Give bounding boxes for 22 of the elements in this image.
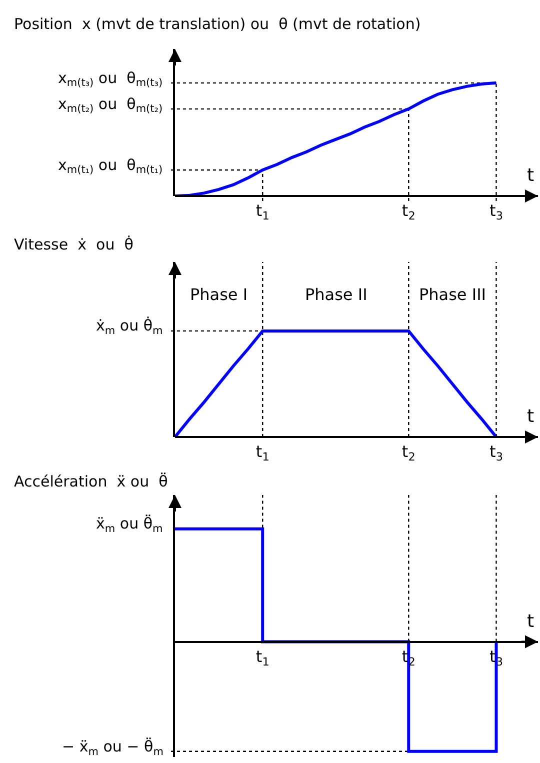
text: Phase II: [305, 285, 368, 304]
x-axis-title: t: [527, 406, 534, 427]
text: Phase III: [419, 285, 486, 304]
chart-title: Vitesse ẋ ou θ̇: [14, 235, 134, 254]
x-axis-title: t: [527, 165, 534, 186]
ref-line-label: x$_{m(t₃)}$ ou θ$_{m(t₃)}$: [58, 69, 163, 90]
text: Phase I: [190, 285, 248, 304]
ref-line-label: x$_{m(t₁)}$ ou θ$_{m(t₁)}$: [58, 156, 163, 176]
ref-line-label: ẋ$_{m}$ ou θ̇$_{m}$: [96, 316, 163, 337]
x-tick-label: t$_{3}$: [490, 442, 503, 464]
x-tick-label: t$_{2}$: [402, 201, 416, 223]
x-tick-label: t$_{3}$: [490, 201, 503, 223]
ref-line-label: − ẍ$_{m}$ ou − θ̈$_{m}$: [62, 737, 164, 758]
ref-line-label: x$_{m(t₂)}$ ou θ$_{m(t₂)}$: [58, 95, 163, 116]
x-tick-label: t$_{2}$: [402, 442, 416, 464]
chart-title: Accélération ẍ ou θ̈: [14, 472, 168, 491]
x-axis-title: t: [527, 611, 534, 632]
text: ẍ$_{m}$ ou θ̈$_{m}$: [96, 514, 163, 535]
x-tick-label: t$_{1}$: [256, 442, 270, 464]
x-tick-label: t$_{1}$: [256, 647, 270, 668]
chart-title: Position x (mvt de translation) ou θ (mvt de rotation): [14, 15, 421, 33]
x-tick-label: t$_{1}$: [256, 201, 270, 223]
